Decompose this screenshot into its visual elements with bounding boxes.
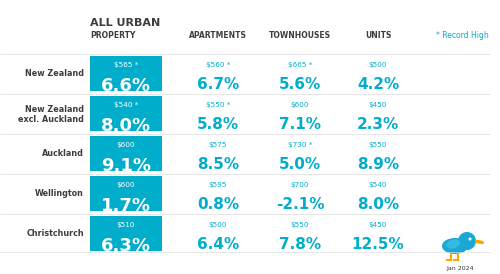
- Text: New Zealand: New Zealand: [25, 104, 84, 113]
- Text: $510: $510: [117, 222, 135, 228]
- Text: Jan 2024: Jan 2024: [446, 266, 474, 271]
- Bar: [90, 216, 162, 251]
- Text: 9.1%: 9.1%: [101, 157, 151, 175]
- Text: -2.1%: -2.1%: [276, 197, 324, 212]
- Text: 2.3%: 2.3%: [357, 117, 399, 132]
- Text: 8.0%: 8.0%: [357, 197, 399, 212]
- Text: 6.6%: 6.6%: [101, 77, 151, 95]
- Text: TOWNHOUSES: TOWNHOUSES: [269, 31, 331, 40]
- Text: PROPERTY: PROPERTY: [90, 31, 136, 40]
- Bar: [90, 136, 162, 171]
- Bar: [90, 96, 162, 131]
- Text: Christchurch: Christchurch: [26, 230, 84, 238]
- Text: $450: $450: [369, 102, 387, 108]
- Text: 6.4%: 6.4%: [197, 237, 239, 252]
- Text: $600: $600: [117, 142, 135, 148]
- Text: $500: $500: [369, 62, 387, 68]
- Text: 12.5%: 12.5%: [352, 237, 405, 252]
- Text: $500: $500: [209, 222, 227, 228]
- Text: $600: $600: [117, 182, 135, 188]
- Text: $700: $700: [291, 182, 309, 188]
- Bar: [90, 56, 162, 91]
- Bar: [90, 176, 162, 211]
- Text: $450: $450: [369, 222, 387, 228]
- Text: 8.5%: 8.5%: [197, 157, 239, 172]
- Text: 5.0%: 5.0%: [279, 157, 321, 172]
- Text: 4.2%: 4.2%: [357, 77, 399, 92]
- Text: ALL URBAN: ALL URBAN: [90, 18, 160, 28]
- Circle shape: [458, 232, 476, 250]
- Text: 1.7%: 1.7%: [101, 197, 151, 215]
- Text: $560 *: $560 *: [206, 62, 230, 68]
- FancyArrowPatch shape: [476, 241, 482, 242]
- Text: 7.1%: 7.1%: [279, 117, 321, 132]
- Text: $540 *: $540 *: [114, 102, 138, 108]
- Text: $550: $550: [369, 142, 387, 148]
- Text: Wellington: Wellington: [35, 190, 84, 198]
- Text: 6.7%: 6.7%: [197, 77, 239, 92]
- Text: $665 *: $665 *: [288, 62, 312, 68]
- Text: $730 *: $730 *: [288, 142, 312, 148]
- Text: 6.3%: 6.3%: [101, 237, 151, 255]
- Text: * Record High: * Record High: [436, 31, 488, 40]
- Text: $600: $600: [291, 102, 309, 108]
- Text: 5.6%: 5.6%: [279, 77, 321, 92]
- Text: $550: $550: [291, 222, 309, 228]
- Text: 7.8%: 7.8%: [279, 237, 321, 252]
- Text: 8.0%: 8.0%: [101, 117, 151, 135]
- Ellipse shape: [442, 238, 468, 254]
- Text: 8.9%: 8.9%: [357, 157, 399, 172]
- Text: $565 *: $565 *: [114, 62, 138, 68]
- Circle shape: [468, 238, 471, 241]
- Text: $550 *: $550 *: [206, 102, 230, 108]
- Text: 5.8%: 5.8%: [197, 117, 239, 132]
- Text: $575: $575: [209, 142, 227, 148]
- Text: 0.8%: 0.8%: [197, 197, 239, 212]
- Ellipse shape: [446, 239, 460, 249]
- Text: $540: $540: [369, 182, 387, 188]
- Text: APARTMENTS: APARTMENTS: [189, 31, 247, 40]
- Text: $595: $595: [209, 182, 227, 188]
- Text: UNITS: UNITS: [365, 31, 391, 40]
- Text: New Zealand: New Zealand: [25, 70, 84, 78]
- Text: excl. Auckland: excl. Auckland: [18, 115, 84, 124]
- Text: Auckland: Auckland: [42, 150, 84, 158]
